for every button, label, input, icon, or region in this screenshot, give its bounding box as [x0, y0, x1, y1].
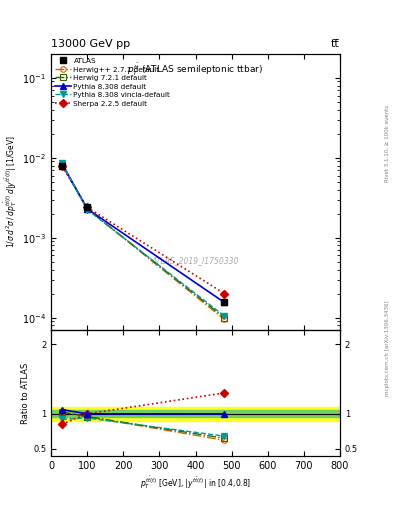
Text: 13000 GeV pp: 13000 GeV pp: [51, 38, 130, 49]
Y-axis label: $1/\sigma\,d^2\sigma\,/\,dp^{t\bar{t}(t)}_T\,d|y^{t\bar{t}(t)}|$ [1/GeV]: $1/\sigma\,d^2\sigma\,/\,dp^{t\bar{t}(t)…: [3, 135, 19, 248]
Text: $p_T^{t\bar{t}}$ (ATLAS semileptonic ttbar): $p_T^{t\bar{t}}$ (ATLAS semileptonic ttb…: [127, 62, 264, 78]
Text: tt̅: tt̅: [331, 38, 340, 49]
Text: Rivet 3.1.10, ≥ 100k events: Rivet 3.1.10, ≥ 100k events: [385, 105, 389, 182]
Text: mcplots.cern.ch [arXiv:1306.3436]: mcplots.cern.ch [arXiv:1306.3436]: [385, 301, 389, 396]
Legend: ATLAS, Herwig++ 2.7.1 default, Herwig 7.2.1 default, Pythia 8.308 default, Pythi: ATLAS, Herwig++ 2.7.1 default, Herwig 7.…: [53, 56, 172, 108]
Y-axis label: Ratio to ATLAS: Ratio to ATLAS: [21, 362, 30, 423]
X-axis label: $p^{t\bar{t}(t)}_T$ [GeV], $|y^{t\bar{t}(t)}|$ in [0.4,0.8]: $p^{t\bar{t}(t)}_T$ [GeV], $|y^{t\bar{t}…: [140, 475, 251, 492]
Text: ATLAS_2019_I1750330: ATLAS_2019_I1750330: [152, 257, 239, 266]
